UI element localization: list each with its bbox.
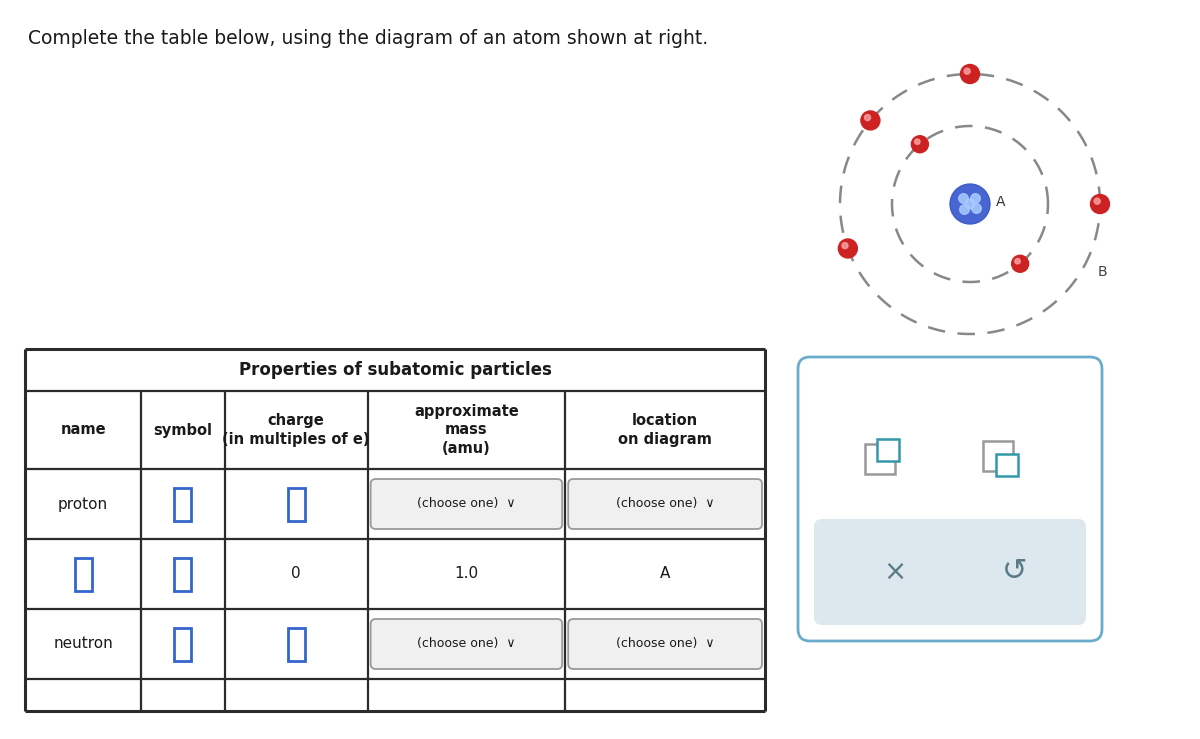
Bar — [996, 454, 1019, 475]
Bar — [877, 438, 899, 460]
FancyBboxPatch shape — [569, 479, 762, 529]
Bar — [865, 444, 895, 474]
Text: Properties of subatomic particles: Properties of subatomic particles — [239, 361, 552, 379]
Text: ×: × — [883, 558, 907, 586]
Text: (choose one)  ∨: (choose one) ∨ — [418, 638, 516, 650]
Text: ↺: ↺ — [1002, 557, 1027, 587]
Bar — [174, 488, 192, 520]
FancyBboxPatch shape — [569, 619, 762, 669]
Bar — [174, 627, 192, 661]
Circle shape — [1091, 194, 1110, 214]
Bar — [288, 488, 305, 520]
Circle shape — [1015, 259, 1020, 264]
FancyBboxPatch shape — [814, 519, 1086, 625]
Circle shape — [914, 139, 920, 144]
Text: A: A — [996, 195, 1006, 209]
Bar — [174, 557, 192, 590]
Text: 0: 0 — [292, 567, 301, 582]
Text: A: A — [660, 567, 671, 582]
FancyBboxPatch shape — [798, 357, 1102, 641]
Circle shape — [839, 239, 857, 258]
Text: (choose one)  ∨: (choose one) ∨ — [418, 497, 516, 511]
Circle shape — [950, 184, 990, 224]
Text: name: name — [60, 423, 106, 437]
Text: approximate
mass
(amu): approximate mass (amu) — [414, 404, 518, 456]
Circle shape — [972, 204, 982, 214]
Circle shape — [960, 64, 979, 84]
Circle shape — [842, 242, 848, 248]
Text: proton: proton — [58, 497, 108, 511]
Circle shape — [965, 200, 974, 209]
Circle shape — [864, 115, 871, 120]
Circle shape — [959, 194, 968, 203]
Text: symbol: symbol — [154, 423, 212, 437]
Text: (choose one)  ∨: (choose one) ∨ — [616, 638, 714, 650]
FancyBboxPatch shape — [371, 619, 563, 669]
Circle shape — [1094, 198, 1100, 204]
Text: neutron: neutron — [53, 636, 113, 652]
Text: Complete the table below, using the diagram of an atom shown at right.: Complete the table below, using the diag… — [28, 29, 708, 48]
Circle shape — [971, 194, 980, 203]
Circle shape — [1012, 255, 1028, 272]
Bar — [74, 557, 91, 590]
Circle shape — [911, 136, 929, 153]
Text: location
on diagram: location on diagram — [618, 413, 712, 447]
Circle shape — [964, 68, 970, 74]
Bar — [288, 627, 305, 661]
Circle shape — [960, 205, 970, 214]
FancyBboxPatch shape — [371, 479, 563, 529]
Text: charge
(in multiples of e): charge (in multiples of e) — [222, 413, 370, 447]
Bar — [983, 441, 1013, 471]
Circle shape — [860, 111, 880, 130]
Text: B: B — [1098, 265, 1108, 279]
Text: 1.0: 1.0 — [455, 567, 479, 582]
Text: (choose one)  ∨: (choose one) ∨ — [616, 497, 714, 511]
